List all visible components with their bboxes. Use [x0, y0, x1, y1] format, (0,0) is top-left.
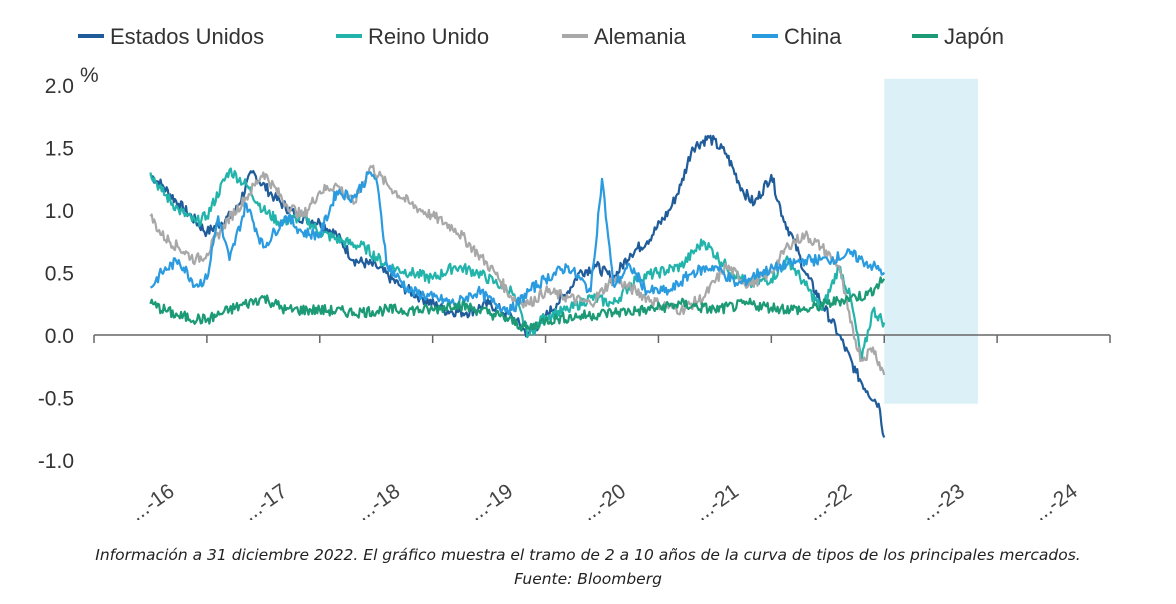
x-tick-label: ...-22: [803, 480, 855, 520]
series-line-2: [149, 164, 886, 376]
y-tick-label: 0.0: [45, 325, 74, 348]
forecast-highlight-region: [884, 78, 978, 404]
series-line-3: [150, 171, 886, 316]
series-line-4: [149, 276, 886, 332]
y-tick-label: -0.5: [38, 388, 74, 411]
legend-label: Estados Unidos: [110, 24, 264, 49]
y-tick-label: 1.5: [45, 138, 74, 161]
series-line-1: [149, 167, 886, 362]
x-tick-label: ...-24: [1029, 479, 1082, 520]
x-tick-label: ...-16: [126, 480, 178, 520]
y-tick-label: 2.0: [45, 75, 74, 98]
y-tick-label: 0.5: [45, 263, 74, 286]
x-tick-label: ...-18: [352, 480, 404, 520]
y-tick-label: -1.0: [38, 450, 74, 473]
chart-caption-note: Información a 31 diciembre 2022. El gráf…: [95, 546, 1081, 564]
chart-legend: Estados Unidos Reino Unido Alemania China Ja…: [78, 24, 1004, 49]
chart-caption-source: Fuente: Bloomberg: [514, 570, 662, 588]
y-tick-label: 1.0: [45, 200, 74, 223]
legend-label: Alemania: [594, 24, 686, 49]
series-lines: [149, 134, 886, 438]
x-tick-label: ...-17: [239, 480, 291, 520]
x-tick-label: ...-21: [691, 480, 743, 520]
x-axis: ...-16 ...-17 ...-18 ...-19 ...-20 ...-21 ...-…: [93, 334, 1111, 520]
y-axis: 2.0 1.5 1.0 0.5 0.0 -0.5 -1.0%: [38, 64, 99, 473]
series-line-0: [149, 134, 886, 438]
legend-label: Reino Unido: [368, 24, 489, 49]
y-unit-label: %: [80, 64, 99, 87]
x-tick-label: ...-20: [578, 480, 630, 520]
legend-label: China: [784, 24, 842, 49]
x-tick-label: ...-23: [916, 480, 968, 520]
x-tick-label: ...-19: [465, 480, 517, 520]
legend-label: Japón: [944, 24, 1004, 49]
yield-curve-chart: Estados Unidos Reino Unido Alemania China Ja…: [38, 24, 1111, 520]
